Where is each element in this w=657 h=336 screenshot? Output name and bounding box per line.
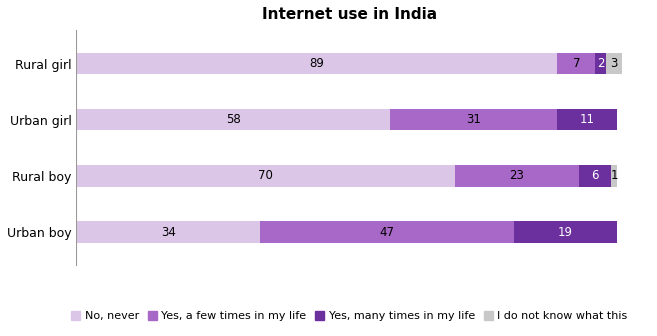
Bar (612, 165, 617, 186)
Bar (76, 109, 390, 130)
Text: 70: 70 (258, 169, 273, 182)
Text: 89: 89 (309, 57, 325, 70)
Bar (514, 221, 617, 243)
Text: 1: 1 (610, 169, 618, 182)
Text: 7: 7 (572, 57, 580, 70)
Text: 6: 6 (591, 169, 599, 182)
Bar (390, 109, 557, 130)
Text: 19: 19 (558, 225, 573, 239)
Text: 2: 2 (597, 57, 604, 70)
Text: 31: 31 (466, 113, 481, 126)
Bar (557, 53, 595, 74)
Bar (455, 165, 579, 186)
Text: 23: 23 (509, 169, 524, 182)
Bar (76, 165, 455, 186)
Text: 11: 11 (579, 113, 595, 126)
Text: 47: 47 (380, 225, 395, 239)
Text: 34: 34 (161, 225, 175, 239)
Title: Internet use in India: Internet use in India (261, 7, 437, 22)
Bar (579, 165, 612, 186)
Text: 58: 58 (226, 113, 240, 126)
Bar (260, 221, 514, 243)
Legend: No, never, Yes, a few times in my life, Yes, many times in my life, I do not kno: No, never, Yes, a few times in my life, … (67, 306, 632, 326)
Bar (606, 53, 622, 74)
Bar (557, 109, 617, 130)
Bar (76, 53, 557, 74)
Text: 3: 3 (610, 57, 618, 70)
Bar (76, 221, 260, 243)
Bar (595, 53, 606, 74)
